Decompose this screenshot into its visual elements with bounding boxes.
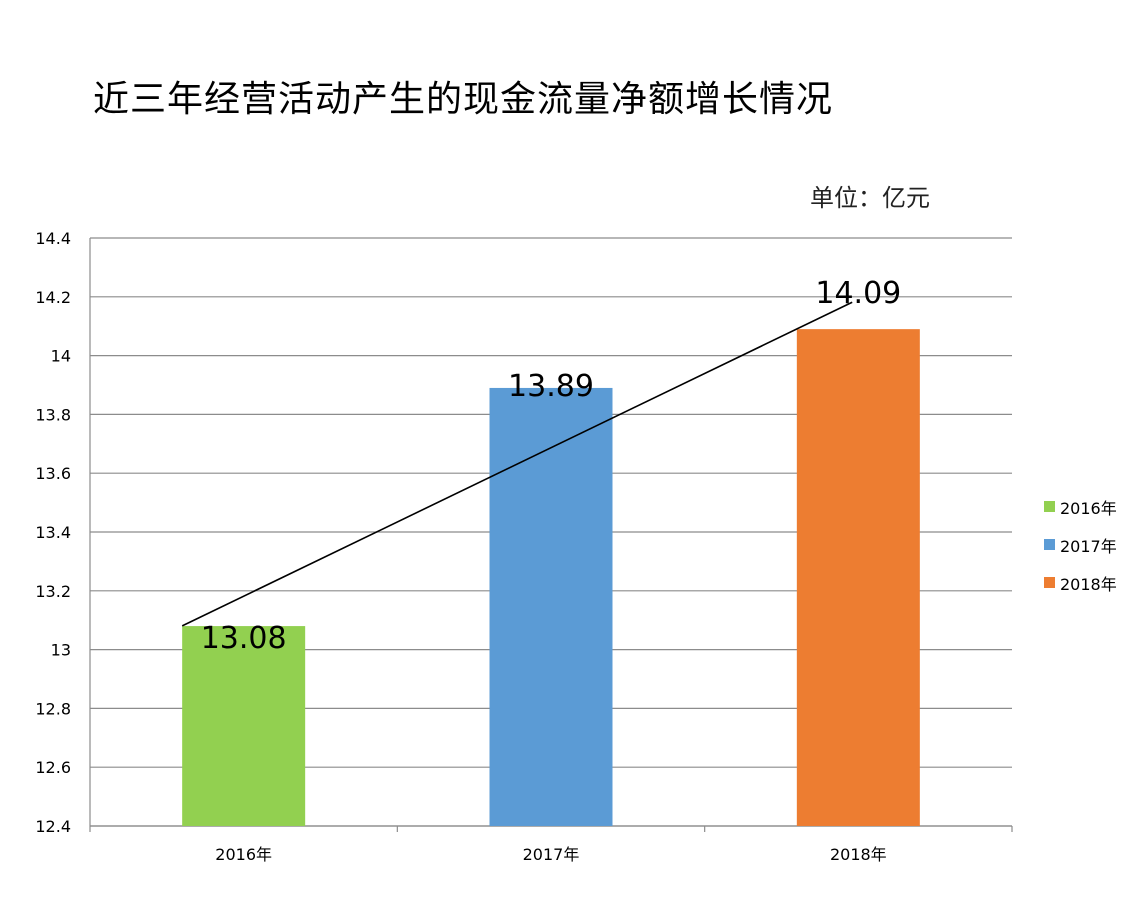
chart-title: 近三年经营活动产生的现金流量净额增长情况 <box>93 79 834 120</box>
data-label: 14.09 <box>815 276 901 311</box>
x-tick-label: 2016年 <box>215 845 272 864</box>
legend-label: 2017年 <box>1060 536 1117 556</box>
y-tick-label: 13.4 <box>35 523 71 542</box>
legend: 2016年 2017年 2018年 <box>1044 497 1117 611</box>
bar-2018年 <box>796 329 920 826</box>
data-label: 13.08 <box>201 621 287 656</box>
x-tick-label: 2018年 <box>830 845 887 864</box>
bar-2016年 <box>182 626 306 826</box>
legend-item: 2018年 <box>1044 573 1117 594</box>
bar-2017年 <box>489 387 613 826</box>
y-tick-label: 13.8 <box>35 405 71 424</box>
y-tick-label: 12.4 <box>35 817 71 836</box>
legend-item: 2016年 <box>1044 497 1117 518</box>
y-tick-label: 13.6 <box>35 464 71 483</box>
legend-swatch <box>1044 539 1055 550</box>
x-tick-label: 2017年 <box>523 845 580 864</box>
y-tick-label: 13.2 <box>35 582 71 601</box>
legend-swatch <box>1044 501 1055 512</box>
legend-swatch <box>1044 577 1055 588</box>
data-label: 13.89 <box>508 369 594 404</box>
y-tick-label: 14.4 <box>35 229 71 248</box>
y-tick-label: 14 <box>51 347 71 366</box>
y-tick-label: 14.2 <box>35 288 71 307</box>
y-tick-label: 13 <box>51 641 71 660</box>
legend-label: 2016年 <box>1060 498 1117 518</box>
y-tick-label: 12.8 <box>35 699 71 718</box>
y-tick-label: 12.6 <box>35 758 71 777</box>
unit-label: 单位：亿元 <box>810 184 930 212</box>
trendline <box>181 301 853 627</box>
legend-item: 2017年 <box>1044 535 1117 556</box>
legend-label: 2018年 <box>1060 574 1117 594</box>
